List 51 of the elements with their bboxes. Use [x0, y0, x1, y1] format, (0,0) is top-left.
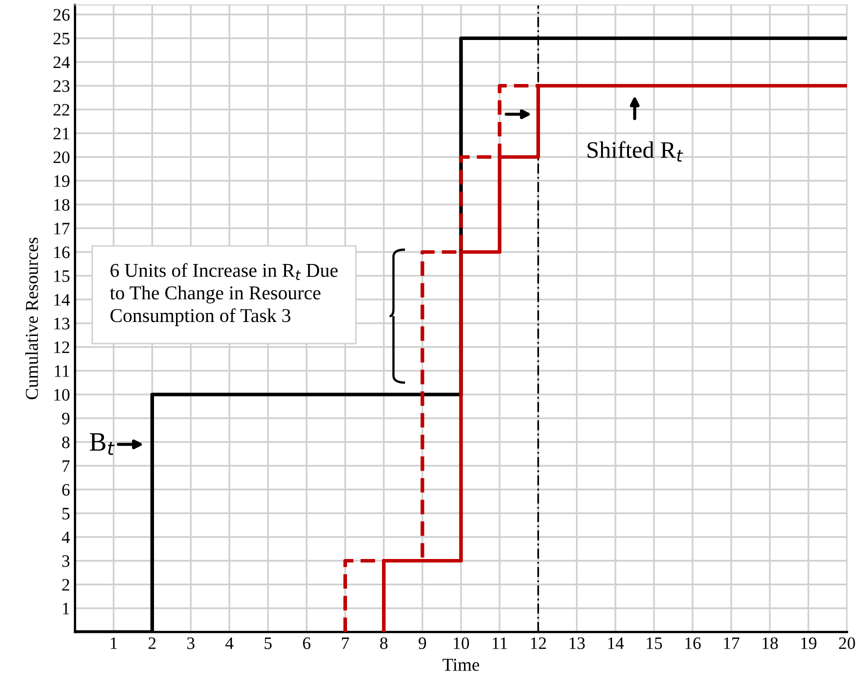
annotation: Shifted R$_{t}$ — [588, 141, 684, 162]
x-tick-label: 5 — [264, 638, 272, 650]
y-tick-label: 12 — [54, 342, 70, 354]
y-tick-label: 10 — [54, 388, 70, 401]
x-tick-label: 3 — [187, 637, 194, 650]
y-tick-label: 24 — [54, 56, 70, 68]
y-tick-label: 19 — [54, 175, 70, 187]
annotation: B$_{t}$ — [90, 433, 115, 455]
x-tick-label: 8 — [380, 637, 388, 650]
y-tick-label: 25 — [54, 32, 70, 44]
x-tick-label: 13 — [570, 637, 585, 650]
y-tick-label: 2 — [62, 579, 70, 591]
x-tick-label: 12 — [531, 637, 546, 649]
x-tick-label: 2 — [148, 637, 156, 649]
x-tick-label: 18 — [762, 637, 778, 650]
y-tick-label: 20 — [54, 151, 70, 164]
x-tick-label: 10 — [454, 637, 470, 650]
y-tick-label: 8 — [62, 436, 70, 448]
annotation: 6 Units of Increase in R$_{t}$ Due to The Change in Resource Consumption of Task 3 — [110, 263, 338, 326]
y-tick-label: 5 — [62, 508, 70, 520]
x-tick-label: 20 — [839, 637, 856, 650]
y-tick-label: 21 — [54, 128, 70, 140]
y-tick-label: 18 — [54, 198, 70, 211]
x-tick-label: 14 — [608, 637, 624, 649]
x-tick-label: 16 — [685, 637, 701, 650]
y-tick-label: 15 — [54, 270, 70, 282]
y-tick-label: 26 — [54, 9, 70, 21]
y-axis-title: Cumulative Resources — [25, 238, 38, 400]
x-tick-label: 4 — [225, 637, 234, 649]
y-tick-label: 3 — [62, 555, 70, 567]
y-tick-label: 11 — [54, 365, 70, 377]
x-tick-label: 11 — [492, 637, 507, 649]
y-tick-label: 6 — [62, 484, 70, 496]
y-tick-label: 14 — [54, 294, 70, 306]
x-tick-label: 6 — [303, 637, 310, 650]
x-tick-label: 1 — [110, 637, 117, 649]
y-tick-label: 4 — [62, 532, 70, 544]
y-tick-label: 22 — [54, 104, 70, 116]
x-tick-label: 15 — [646, 637, 662, 650]
y-tick-label: 16 — [54, 246, 70, 258]
x-axis-title: Time — [442, 658, 480, 671]
y-tick-label: 13 — [54, 318, 70, 330]
y-tick-label: 9 — [62, 412, 70, 424]
y-tick-label: 7 — [62, 460, 70, 472]
x-tick-label: 7 — [342, 638, 350, 649]
x-tick-label: 9 — [418, 637, 426, 650]
x-tick-label: 19 — [801, 637, 816, 650]
y-tick-label: 17 — [54, 222, 70, 234]
y-tick-label: 23 — [54, 80, 70, 92]
y-tick-label: 1 — [62, 602, 70, 614]
x-tick-label: 17 — [724, 637, 740, 649]
